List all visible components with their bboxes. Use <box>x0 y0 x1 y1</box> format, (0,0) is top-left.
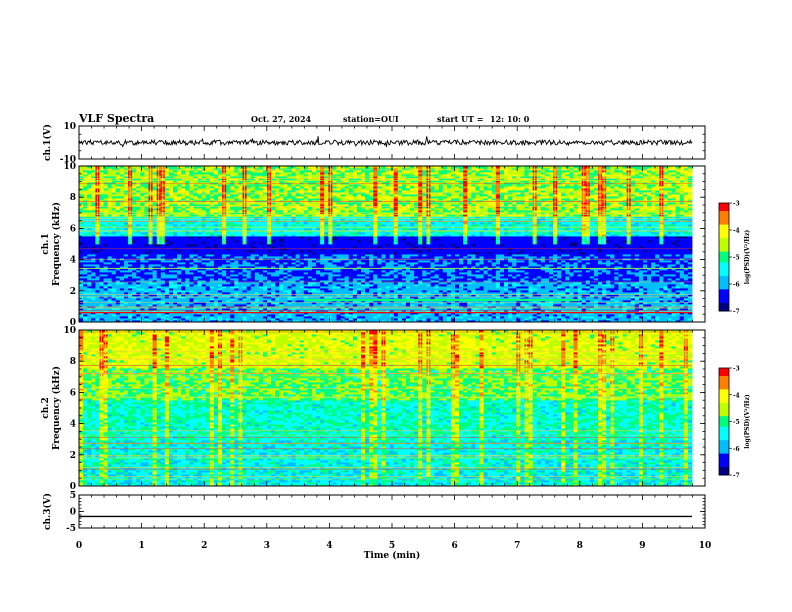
ch2-channel-label: ch.2 <box>41 397 51 418</box>
ch1-spec-y-tick-6: 6 <box>70 224 76 234</box>
x-tick-label-9: 9 <box>639 541 645 551</box>
ch2-colorbar-tick--5: -5 <box>733 419 740 426</box>
date-label: Oct. 27, 2024 <box>251 114 311 124</box>
ch2-colorbar-tick--7: -7 <box>733 473 740 480</box>
start-ut-value: 12: 10: 0 <box>490 114 529 124</box>
x-axis-label: Time (min) <box>364 550 421 561</box>
x-tick-label-10: 10 <box>699 541 712 551</box>
x-tick-label-8: 8 <box>577 541 583 551</box>
ch1-spec-y-tick-10: 10 <box>63 162 76 172</box>
ch1-spectrogram-bands <box>79 169 692 313</box>
ch2-spec-y-tick-8: 8 <box>70 357 76 367</box>
ch2-spec-y-tick-6: 6 <box>70 388 76 398</box>
start-ut-label: start UT = <box>437 114 484 124</box>
ch2-spectrogram-bands <box>79 331 692 480</box>
x-tick-label-5: 5 <box>389 541 395 551</box>
ch1-spec-ylabel: Frequency (kHz) <box>51 202 62 286</box>
chart-title: VLF Spectra <box>79 112 154 125</box>
ch3-wave-y-tick-0: 0 <box>70 508 76 518</box>
ch1-wave-y-tick-10: 10 <box>63 122 76 132</box>
ch1-colorbar-tick--5: -5 <box>733 255 740 262</box>
x-tick-label-4: 4 <box>326 541 332 551</box>
ch3-wave-y-tick--5: -5 <box>66 524 76 534</box>
ch1-wave-ylabel: ch.1(V) <box>42 124 53 161</box>
x-tick-label-3: 3 <box>264 541 270 551</box>
ch2-spec-y-tick-10: 10 <box>63 326 76 336</box>
ch2-colorbar-tick--4: -4 <box>733 392 740 399</box>
ch2-spec-y-tick-4: 4 <box>70 420 76 430</box>
ch1-spectrogram <box>79 166 693 323</box>
ch1-channel-label: ch.1 <box>41 233 51 254</box>
x-tick-label-7: 7 <box>514 541 520 551</box>
ch2-spec-y-tick-2: 2 <box>70 451 76 461</box>
ch1-colorbar-tick--3: -3 <box>733 201 740 208</box>
ch2-spectrogram <box>79 330 693 487</box>
ch1-spec-y-tick-2: 2 <box>70 287 76 297</box>
x-tick-label-0: 0 <box>76 541 82 551</box>
ch3-wave-ylabel: ch.3(V) <box>42 493 53 530</box>
ch2-colorbar-tick--3: -3 <box>733 366 740 373</box>
station-label: station=OUI <box>343 114 399 124</box>
ch2-colorbar <box>719 368 729 476</box>
x-tick-label-6: 6 <box>451 541 457 551</box>
ch3-wave-y-tick-5: 5 <box>70 491 76 501</box>
ch1-colorbar-label: log(PSD)(V²/Hz) <box>744 230 751 285</box>
ch2-colorbar-label: log(PSD)(V²/Hz) <box>744 394 751 449</box>
panel-bg-3 <box>79 495 705 528</box>
ch1-colorbar-tick--4: -4 <box>733 228 740 235</box>
ch2-colorbar-tick--6: -6 <box>733 446 740 453</box>
ch1-colorbar <box>719 203 729 312</box>
ch1-colorbar-tick--6: -6 <box>733 282 740 289</box>
ch2-spec-ylabel: Frequency (kHz) <box>51 366 62 450</box>
ch1-spec-y-tick-0: 0 <box>70 318 76 328</box>
ch2-spec-y-tick-0: 0 <box>70 482 76 492</box>
ch2-spectrogram-sferics <box>101 330 687 432</box>
x-tick-label-1: 1 <box>138 541 144 551</box>
ch1-waveform-line <box>78 136 693 148</box>
ch1-wave-y-tick--10: -10 <box>60 155 76 165</box>
ch1-colorbar-tick--7: -7 <box>733 309 740 316</box>
x-tick-label-2: 2 <box>201 541 207 551</box>
ch1-spec-y-tick-8: 8 <box>70 193 76 203</box>
ch1-spec-y-tick-4: 4 <box>70 256 76 266</box>
ch1-spectrogram-sferics <box>96 166 662 244</box>
